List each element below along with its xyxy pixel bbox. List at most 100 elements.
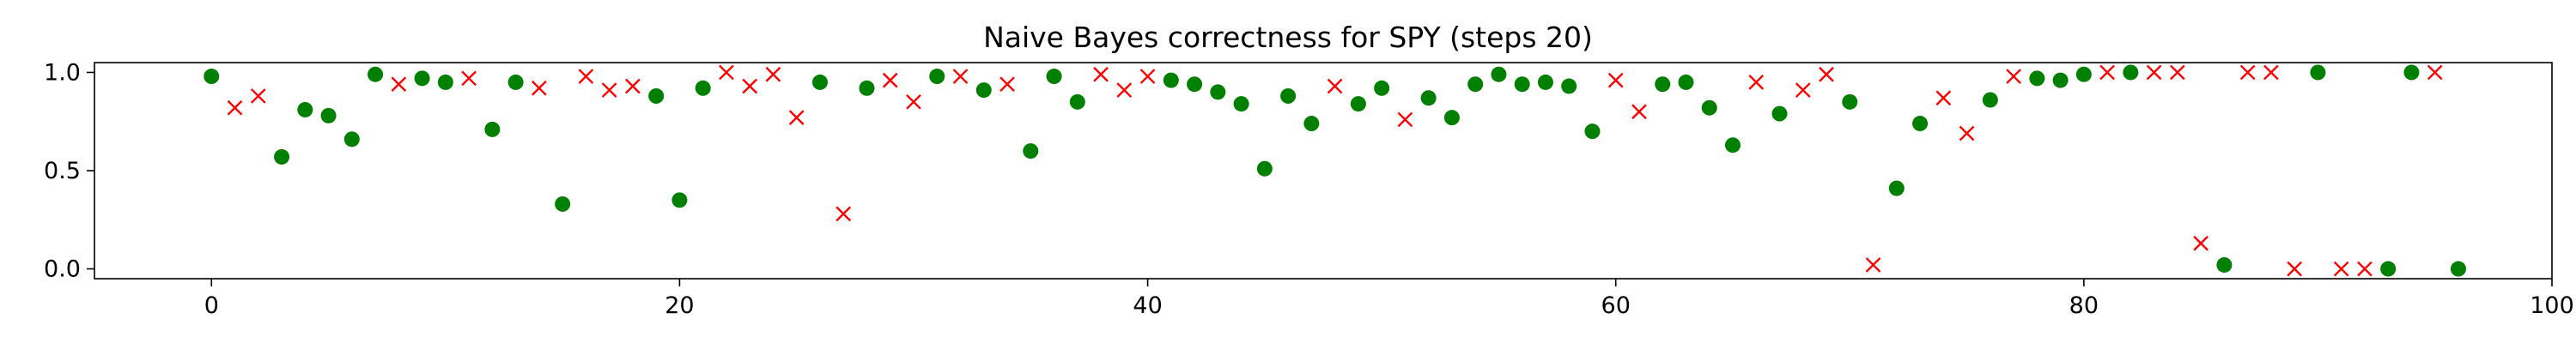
point-correct — [297, 101, 313, 117]
x-tick-label: 0 — [204, 292, 219, 319]
point-correct — [859, 80, 875, 96]
point-correct — [1163, 72, 1179, 88]
data-points — [204, 64, 2466, 277]
point-incorrect — [461, 70, 477, 87]
point-correct — [1046, 69, 1062, 85]
point-incorrect — [578, 69, 594, 84]
point-correct — [811, 74, 828, 90]
point-correct — [1420, 90, 1437, 106]
point-correct — [1655, 76, 1671, 93]
point-incorrect — [2170, 64, 2185, 81]
x-tick-label: 40 — [1133, 292, 1162, 319]
point-incorrect — [2427, 64, 2443, 81]
point-correct — [975, 82, 992, 99]
point-correct — [1443, 110, 1460, 126]
point-correct — [1561, 78, 1577, 94]
point-correct — [414, 70, 430, 87]
point-correct — [2450, 261, 2466, 277]
point-incorrect — [532, 80, 547, 96]
point-incorrect — [742, 78, 758, 94]
point-correct — [2403, 64, 2420, 81]
point-incorrect — [1607, 72, 1624, 88]
point-correct — [1233, 96, 1249, 112]
point-correct — [2052, 72, 2069, 88]
point-incorrect — [882, 72, 898, 88]
point-correct — [1771, 105, 1788, 122]
point-correct — [929, 69, 945, 85]
point-incorrect — [1327, 78, 1343, 94]
point-correct — [1725, 137, 1741, 153]
y-tick-label: 0.5 — [44, 158, 81, 184]
x-tick-label: 80 — [2069, 292, 2099, 319]
point-correct — [274, 148, 290, 165]
point-incorrect — [999, 76, 1015, 93]
point-incorrect — [906, 93, 921, 110]
point-correct — [1912, 116, 1929, 132]
chart-title: Naive Bayes correctness for SPY (steps 2… — [983, 21, 1593, 54]
point-incorrect — [1139, 69, 1156, 84]
point-correct — [1303, 116, 1320, 132]
point-incorrect — [1116, 82, 1133, 98]
point-correct — [1256, 160, 1273, 177]
point-correct — [204, 69, 220, 85]
point-incorrect — [1935, 90, 1952, 106]
point-incorrect — [952, 69, 969, 84]
point-incorrect — [2006, 69, 2021, 84]
point-correct — [695, 80, 711, 96]
point-correct — [2029, 70, 2045, 87]
point-incorrect — [1397, 111, 1413, 128]
point-incorrect — [1795, 82, 1811, 98]
point-correct — [1888, 180, 1905, 196]
point-correct — [2216, 256, 2233, 273]
point-incorrect — [2287, 261, 2303, 277]
point-correct — [671, 192, 688, 208]
point-correct — [1584, 123, 1601, 140]
point-incorrect — [1819, 66, 1834, 82]
point-incorrect — [2333, 261, 2349, 277]
point-correct — [2123, 64, 2139, 81]
point-correct — [1187, 76, 1203, 93]
y-tick-label: 0.0 — [44, 256, 81, 283]
point-incorrect — [601, 82, 617, 98]
point-correct — [437, 74, 453, 90]
point-incorrect — [1865, 257, 1881, 273]
point-incorrect — [2357, 261, 2372, 277]
point-incorrect — [1748, 75, 1765, 90]
point-correct — [1069, 93, 1085, 110]
point-correct — [2380, 261, 2397, 277]
point-correct — [1374, 80, 1390, 96]
point-correct — [1280, 87, 1297, 104]
x-tick-label: 100 — [2530, 292, 2574, 319]
point-correct — [484, 121, 501, 137]
point-correct — [1701, 99, 1717, 116]
point-correct — [1467, 76, 1484, 93]
point-incorrect — [2146, 64, 2162, 81]
axes: 0 20 40 60 80 100 0.0 0.5 1.0 — [44, 59, 2574, 319]
point-correct — [1982, 92, 1998, 108]
point-incorrect — [719, 64, 734, 81]
point-incorrect — [765, 66, 781, 82]
y-tick-label: 1.0 — [44, 59, 81, 86]
point-correct — [1023, 143, 1039, 159]
point-incorrect — [2099, 64, 2115, 81]
point-incorrect — [250, 88, 266, 104]
point-incorrect — [2239, 64, 2256, 81]
point-correct — [320, 107, 337, 123]
point-correct — [648, 87, 665, 104]
point-correct — [507, 74, 524, 90]
point-correct — [2310, 64, 2326, 81]
point-incorrect — [1093, 66, 1109, 82]
point-incorrect — [227, 99, 243, 116]
x-tick-label: 60 — [1601, 292, 1631, 319]
point-incorrect — [2263, 64, 2279, 81]
point-correct — [1842, 93, 1858, 110]
point-correct — [1678, 74, 1694, 90]
point-incorrect — [2193, 235, 2208, 251]
point-incorrect — [391, 76, 407, 93]
plot-frame — [94, 62, 2553, 280]
point-incorrect — [835, 206, 852, 222]
point-correct — [1350, 96, 1366, 112]
point-incorrect — [1631, 104, 1647, 120]
point-incorrect — [788, 110, 805, 125]
